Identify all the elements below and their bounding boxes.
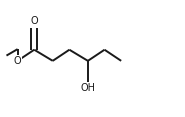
Text: OH: OH [80, 83, 95, 93]
Text: O: O [30, 16, 38, 26]
Text: O: O [14, 56, 21, 66]
